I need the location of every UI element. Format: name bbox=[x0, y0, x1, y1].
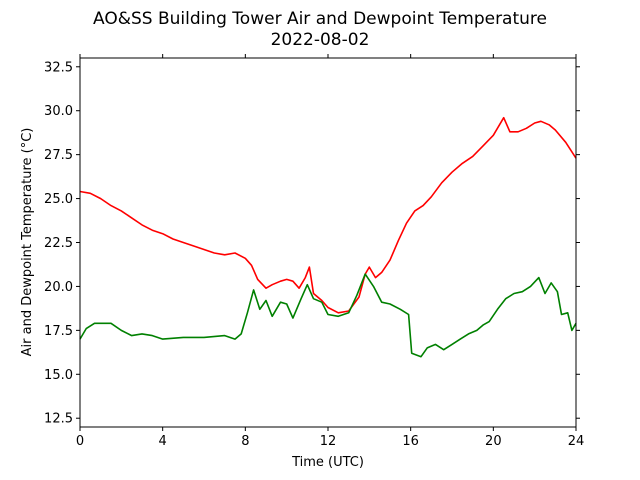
y-tick-label: 25.0 bbox=[44, 192, 73, 207]
tick-layer: 0 4 8 12 16 20 24 12.5 15.0 17.5 20.0 22.5 25.0 27.5 3… bbox=[44, 54, 584, 449]
x-tick-label: 12 bbox=[320, 434, 337, 449]
y-axis-label: Air and Dewpoint Temperature (°C) bbox=[20, 128, 35, 357]
y-tick-label: 12.5 bbox=[44, 412, 73, 427]
x-tick-label: 8 bbox=[241, 434, 249, 449]
chart-subtitle-date: 2022-08-02 bbox=[271, 30, 370, 50]
dewpoint-temperature-line bbox=[79, 273, 577, 358]
series-layer bbox=[79, 116, 577, 358]
x-tick-label: 20 bbox=[485, 434, 502, 449]
chart-title: AO&SS Building Tower Air and Dewpoint Te… bbox=[93, 9, 547, 29]
x-axis-label: Time (UTC) bbox=[291, 455, 364, 470]
plot-frame bbox=[79, 57, 577, 428]
y-tick-label: 27.5 bbox=[44, 148, 73, 163]
y-tick-label: 32.5 bbox=[44, 60, 73, 75]
y-tick-label: 22.5 bbox=[44, 236, 73, 251]
y-tick-label: 20.0 bbox=[44, 280, 73, 295]
y-tick-label: 17.5 bbox=[44, 324, 73, 339]
x-tick-label: 24 bbox=[568, 434, 585, 449]
x-tick-label: 0 bbox=[76, 434, 84, 449]
y-tick-label: 15.0 bbox=[44, 368, 73, 383]
x-tick-label: 4 bbox=[159, 434, 167, 449]
air-temperature-line bbox=[79, 116, 577, 314]
x-tick-label: 16 bbox=[402, 434, 419, 449]
y-tick-label: 30.0 bbox=[44, 104, 73, 119]
